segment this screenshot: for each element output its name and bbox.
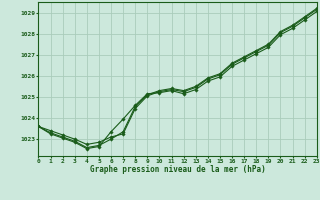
X-axis label: Graphe pression niveau de la mer (hPa): Graphe pression niveau de la mer (hPa) (90, 165, 266, 174)
